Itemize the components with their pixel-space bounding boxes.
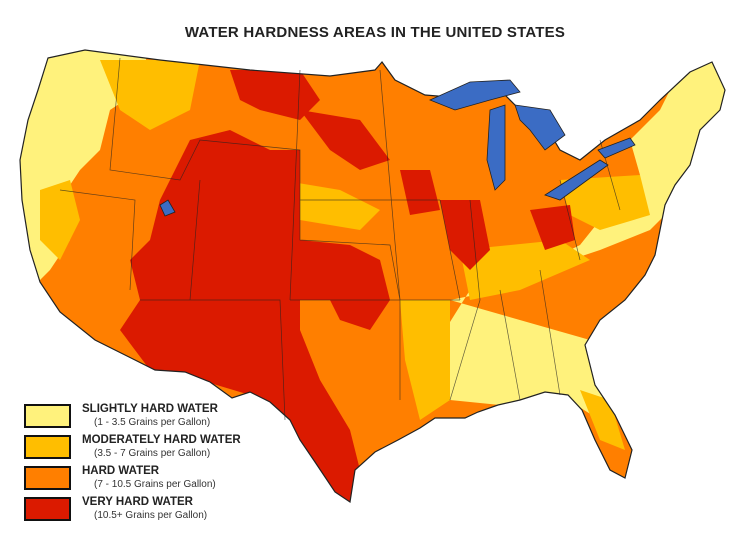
legend-swatch	[24, 435, 71, 459]
moderately-hard-region	[400, 300, 450, 420]
legend-range: (7 - 10.5 Grains per Gallon)	[94, 479, 216, 490]
very-hard-region-montana	[230, 70, 320, 120]
moderately-hard-region	[280, 180, 380, 230]
very-hard-region-dakotas	[300, 110, 390, 170]
legend-swatch	[24, 466, 71, 490]
lake-ontario	[597, 137, 636, 159]
great-salt-lake	[159, 199, 176, 217]
legend-label: SLIGHTLY HARD WATER	[82, 403, 218, 415]
lake-erie	[544, 159, 609, 201]
very-hard-region-iowa	[400, 170, 440, 215]
lake-huron	[514, 104, 566, 151]
lake-michigan	[486, 104, 506, 191]
legend-label: MODERATELY HARD WATER	[82, 434, 241, 446]
legend-range: (10.5+ Grains per Gallon)	[94, 510, 208, 521]
slightly-hard-region-east	[445, 50, 725, 440]
moderately-hard-region	[100, 60, 200, 130]
very-hard-region-illinois	[440, 200, 490, 270]
moderately-hard-region	[460, 240, 590, 300]
very-hard-region-southwest	[120, 130, 390, 502]
legend-label: VERY HARD WATER	[82, 496, 193, 508]
slightly-hard-region-west	[20, 50, 150, 300]
moderately-hard-region	[580, 390, 625, 450]
legend-range: (1 - 3.5 Grains per Gallon)	[94, 417, 211, 428]
legend-label: HARD WATER	[82, 465, 160, 477]
map-title: WATER HARDNESS AREAS IN THE UNITED STATE…	[184, 24, 566, 41]
legend-swatch	[24, 497, 71, 521]
legend-swatch	[24, 404, 71, 428]
great-lakes	[159, 79, 636, 217]
legend-range: (3.5 - 7 Grains per Gallon)	[94, 448, 211, 459]
state-borders	[59, 57, 621, 421]
moderately-hard-region	[560, 175, 650, 230]
lake-superior	[428, 79, 521, 111]
moderately-hard-region	[40, 180, 80, 260]
very-hard-region-ohio	[530, 205, 575, 250]
